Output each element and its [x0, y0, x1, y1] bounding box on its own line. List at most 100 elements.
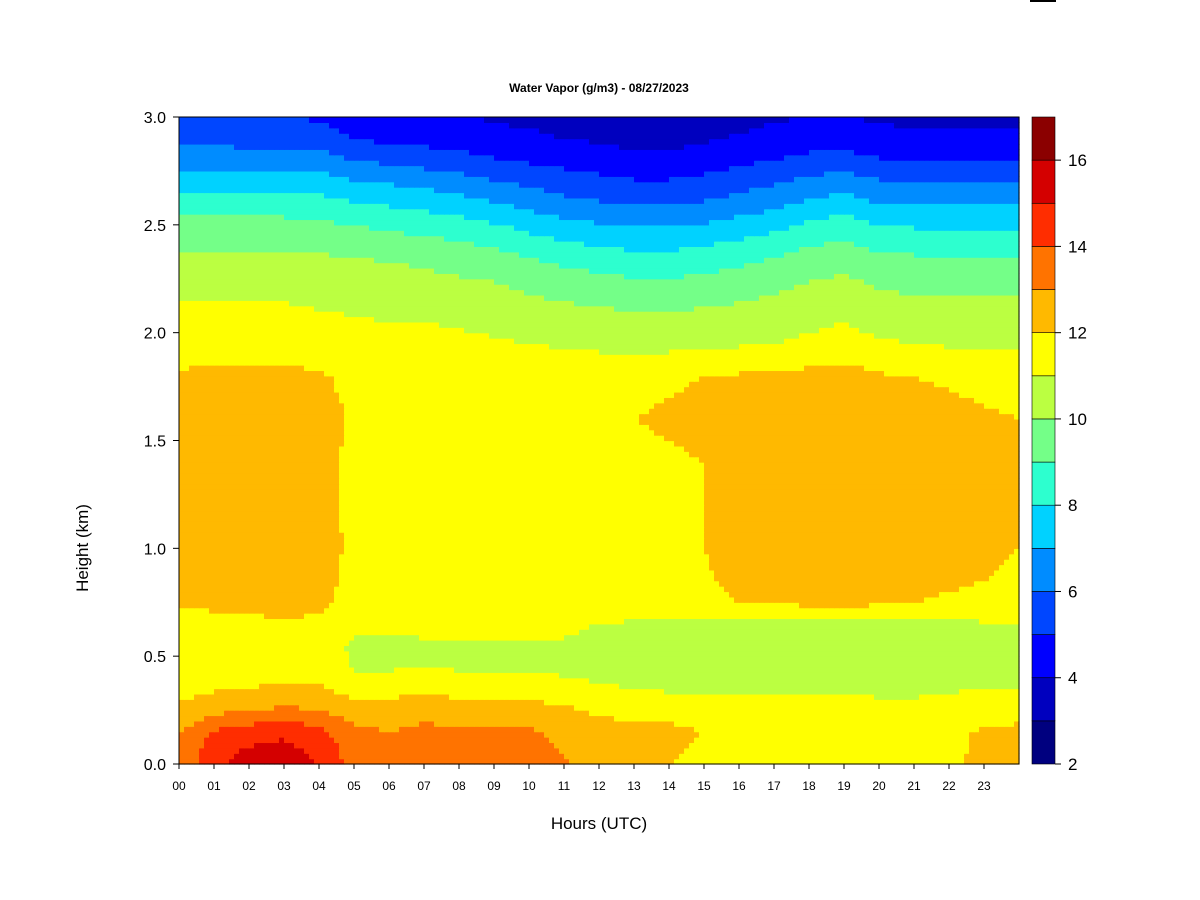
heatmap-cell [199, 666, 205, 673]
heatmap-cell [944, 650, 950, 657]
heatmap-cell [184, 607, 190, 614]
heatmap-cell [184, 726, 190, 733]
heatmap-cell [289, 731, 295, 738]
heatmap-cell [884, 607, 890, 614]
heatmap-cell [739, 715, 745, 722]
heatmap-cell [534, 661, 540, 668]
heatmap-cell [664, 726, 670, 733]
heatmap-cell [979, 699, 985, 706]
heatmap-cell [889, 629, 895, 636]
heatmap-cell [939, 731, 945, 738]
heatmap-cell [904, 683, 910, 690]
heatmap-cell [789, 629, 795, 636]
heatmap-cell [929, 710, 935, 717]
heatmap-cell [229, 726, 235, 733]
heatmap-cell [449, 656, 455, 663]
heatmap-cell [449, 666, 455, 673]
heatmap-cell [674, 607, 680, 614]
heatmap-cell [219, 639, 225, 646]
heatmap-cell [484, 731, 490, 738]
heatmap-cell [614, 607, 620, 614]
heatmap-cell [599, 726, 605, 733]
heatmap-cell [874, 634, 880, 641]
heatmap-cell [514, 602, 520, 609]
heatmap-cell [579, 602, 585, 609]
heatmap-plot-area [179, 117, 1020, 765]
heatmap-cell [409, 650, 415, 657]
heatmap-cell [944, 683, 950, 690]
heatmap-cell [354, 683, 360, 690]
heatmap-cell [389, 742, 395, 749]
heatmap-cell [634, 753, 640, 760]
heatmap-cell [224, 693, 230, 700]
heatmap-cell [484, 742, 490, 749]
heatmap-cell [704, 607, 710, 614]
heatmap-cell [519, 634, 525, 641]
heatmap-cell [519, 720, 525, 727]
heatmap-cell [734, 693, 740, 700]
heatmap-cell [844, 607, 850, 614]
heatmap-cell [299, 634, 305, 641]
heatmap-cell [914, 742, 920, 749]
heatmap-cell [474, 645, 480, 652]
heatmap-cell [949, 753, 955, 760]
heatmap-cell [669, 623, 675, 630]
heatmap-cell [739, 726, 745, 733]
heatmap-cell [309, 758, 315, 765]
heatmap-cell [374, 753, 380, 760]
heatmap-cell [844, 715, 850, 722]
heatmap-cell [764, 742, 770, 749]
heatmap-cell [589, 753, 595, 760]
heatmap-cell [329, 672, 335, 679]
heatmap-cell [839, 607, 845, 614]
heatmap-cell [919, 618, 925, 625]
heatmap-cell [989, 753, 995, 760]
heatmap-cell [829, 683, 835, 690]
heatmap-cell [544, 618, 550, 625]
heatmap-cell [824, 613, 830, 620]
heatmap-cell [674, 731, 680, 738]
heatmap-cell [354, 710, 360, 717]
heatmap-cell [749, 645, 755, 652]
heatmap-cell [399, 747, 405, 754]
heatmap-cell [719, 623, 725, 630]
heatmap-cell [974, 613, 980, 620]
heatmap-cell [514, 623, 520, 630]
heatmap-cell [744, 634, 750, 641]
heatmap-cell [454, 634, 460, 641]
heatmap-cell [339, 634, 345, 641]
heatmap-cell [729, 634, 735, 641]
heatmap-cell [649, 688, 655, 695]
heatmap-cell [264, 747, 270, 754]
heatmap-cell [859, 607, 865, 614]
heatmap-cell [459, 699, 465, 706]
heatmap-cell [529, 613, 535, 620]
heatmap-cell [294, 704, 300, 711]
heatmap-cell [459, 607, 465, 614]
heatmap-cell [734, 710, 740, 717]
heatmap-cell [379, 639, 385, 646]
heatmap-cell [329, 639, 335, 646]
heatmap-cell [564, 747, 570, 754]
heatmap-cell [584, 607, 590, 614]
heatmap-cell [524, 629, 530, 636]
heatmap-cell [834, 683, 840, 690]
heatmap-cell [414, 753, 420, 760]
heatmap-cell [839, 720, 845, 727]
heatmap-cell [709, 683, 715, 690]
heatmap-cell [944, 666, 950, 673]
heatmap-cell [909, 650, 915, 657]
heatmap-cell [804, 693, 810, 700]
heatmap-cell [554, 699, 560, 706]
heatmap-cell [254, 720, 260, 727]
heatmap-cell [724, 742, 730, 749]
heatmap-cell [184, 656, 190, 663]
heatmap-cell [329, 747, 335, 754]
heatmap-cell [599, 666, 605, 673]
heatmap-cell [569, 753, 575, 760]
heatmap-cell [439, 602, 445, 609]
heatmap-cell [984, 720, 990, 727]
heatmap-cell [679, 737, 685, 744]
heatmap-cell [954, 742, 960, 749]
heatmap-cell [904, 710, 910, 717]
